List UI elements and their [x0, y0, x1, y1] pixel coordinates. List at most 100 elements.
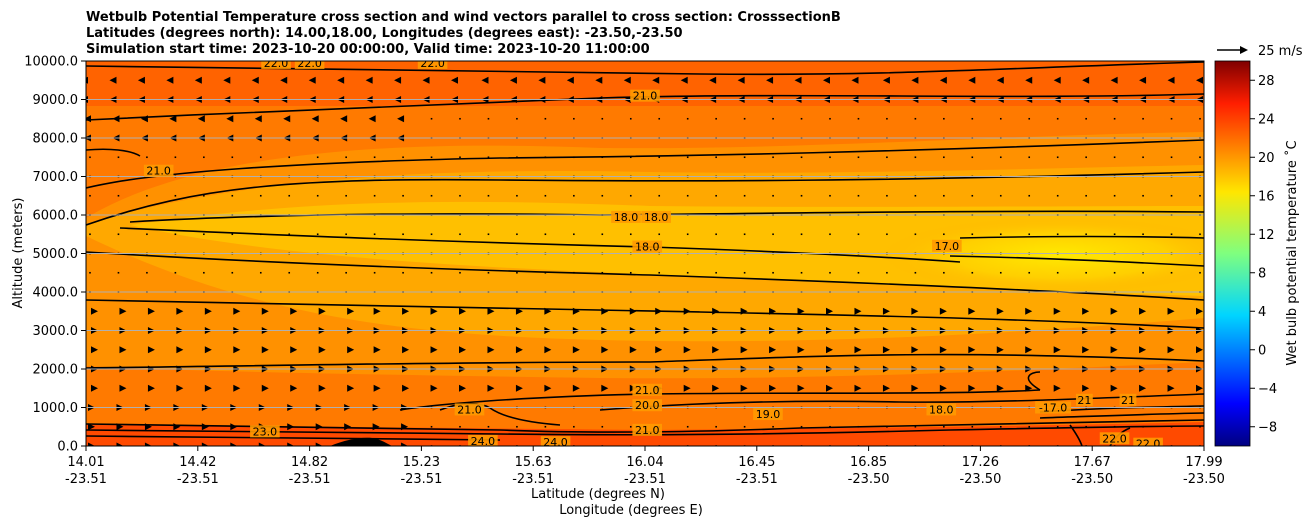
wind-vector-arrow	[1025, 307, 1033, 315]
wind-vector-dot	[629, 271, 632, 274]
wind-vector-arrow	[1053, 307, 1061, 315]
wind-vector-dot	[1170, 271, 1173, 274]
wind-vector-dot	[914, 156, 917, 159]
wind-vector-arrow	[996, 384, 1004, 392]
wind-vector-dot	[89, 156, 91, 159]
wind-vector-dot	[914, 425, 917, 428]
wind-vector-dot	[857, 425, 860, 428]
wind-vector-arrow	[487, 346, 495, 354]
wind-vector-dot	[1085, 425, 1087, 428]
wind-vector-dot	[544, 271, 547, 274]
wind-vector-arrow	[515, 346, 523, 354]
x-axis-label-2: Longitude (degrees E)	[559, 503, 703, 518]
wind-vector-dot	[857, 194, 860, 197]
contour-label: 19.0	[756, 408, 781, 421]
wind-vector-dot	[430, 233, 433, 236]
wind-vector-arrow	[204, 346, 212, 354]
wind-vector-arrow	[629, 307, 637, 315]
contour-label-bg	[540, 436, 571, 446]
colorbar-tick-label: 0	[1258, 343, 1266, 358]
wind-vector-arrow	[1196, 384, 1203, 392]
y-tick-label: 10000.0	[24, 55, 78, 70]
contour-line	[1069, 424, 1083, 446]
wind-vector-arrow	[797, 346, 805, 354]
wind-vector-arrow	[515, 384, 523, 392]
wind-vector-dot	[658, 156, 661, 159]
wind-vector-dot	[772, 271, 774, 274]
wind-vector-arrow	[623, 76, 631, 84]
wind-vector-arrow	[712, 346, 720, 354]
contour-label: 22.0	[1102, 432, 1127, 445]
wind-vector-dot	[259, 156, 262, 159]
wind-vector-dot	[516, 194, 518, 197]
wind-vector-dot	[373, 233, 376, 236]
wind-vector-arrow	[318, 307, 326, 315]
wind-vector-arrow	[797, 307, 805, 315]
wind-vector-dot	[829, 194, 831, 197]
wind-vector-arrow	[851, 76, 859, 84]
wind-vector-dot	[886, 271, 888, 274]
title-line-1: Wetbulb Potential Temperature cross sect…	[86, 10, 841, 25]
wind-vector-dot	[715, 117, 717, 120]
wind-vector-dot	[288, 156, 291, 159]
wind-vector-arrow	[737, 76, 745, 84]
wind-vector-dot	[772, 194, 774, 197]
x-tick-label-lon: -23.51	[400, 472, 442, 487]
wind-vector-arrow	[1139, 76, 1147, 84]
y-tick-label: 8000.0	[33, 132, 79, 147]
wind-vector-arrow	[147, 384, 155, 392]
wind-vector-arrow	[652, 76, 660, 84]
wind-vector-arrow	[261, 307, 269, 315]
wind-vector-dot	[146, 194, 148, 197]
wind-vector-dot	[203, 194, 205, 197]
wind-vector-dot	[174, 156, 177, 159]
contour-label-bg	[250, 425, 280, 438]
wind-vector-dot	[117, 194, 120, 197]
colorbar-tick-label: −4	[1258, 382, 1277, 397]
wind-vector-dot	[544, 117, 547, 120]
wind-vector-dot	[686, 194, 689, 197]
wind-vector-dot	[743, 194, 746, 197]
wind-vector-dot	[1199, 194, 1201, 197]
wind-vector-dot	[943, 233, 945, 236]
wind-vector-arrow	[515, 307, 523, 315]
wind-vector-dot	[743, 117, 746, 120]
wind-vector-dot	[174, 271, 177, 274]
wind-vector-dot	[943, 117, 945, 120]
wind-vector-arrow	[459, 384, 466, 392]
wind-vector-arrow	[86, 115, 91, 123]
wind-vector-arrow	[1025, 76, 1033, 84]
wind-vector-arrow	[451, 76, 458, 84]
wind-vector-arrow	[572, 384, 580, 392]
wind-vector-dot	[516, 156, 518, 159]
wind-vector-dot	[971, 117, 974, 120]
wind-vector-dot	[943, 194, 945, 197]
y-tick-label: 1000.0	[33, 401, 79, 416]
wind-vector-dot	[658, 271, 661, 274]
contour-line	[599, 393, 1204, 411]
wind-vector-arrow	[740, 346, 748, 354]
wind-vector-arrow	[280, 76, 288, 84]
y-axis: 0.0 1000.0 2000.0 3000.0 4000.0 5000.0 6000.0 7…	[24, 55, 86, 455]
contour-label-bg	[641, 210, 671, 223]
wind-vector-arrow	[287, 423, 295, 431]
contour-label: 21.0	[635, 424, 660, 437]
wind-vector-dot	[345, 156, 347, 159]
wind-vector-arrow	[287, 442, 295, 446]
contour-label-bg	[468, 434, 498, 446]
contour-label-bg	[417, 61, 448, 69]
wind-vector-arrow	[258, 442, 266, 446]
wind-vector-dot	[886, 156, 888, 159]
wind-vector-arrow	[394, 76, 402, 84]
wind-vector-dot	[259, 233, 262, 236]
wind-vector-dot	[544, 233, 547, 236]
x-tick-label-lat: 14.82	[291, 455, 328, 470]
contour-line	[949, 255, 1204, 267]
wind-vector-arrow	[283, 115, 291, 123]
wind-vector-dot	[829, 156, 831, 159]
wind-vector-dot	[1170, 156, 1173, 159]
wind-vector-dot	[288, 194, 291, 197]
wind-vector-dot	[259, 194, 262, 197]
wind-vector-arrow	[308, 76, 316, 84]
wind-vector-dot	[231, 271, 234, 274]
